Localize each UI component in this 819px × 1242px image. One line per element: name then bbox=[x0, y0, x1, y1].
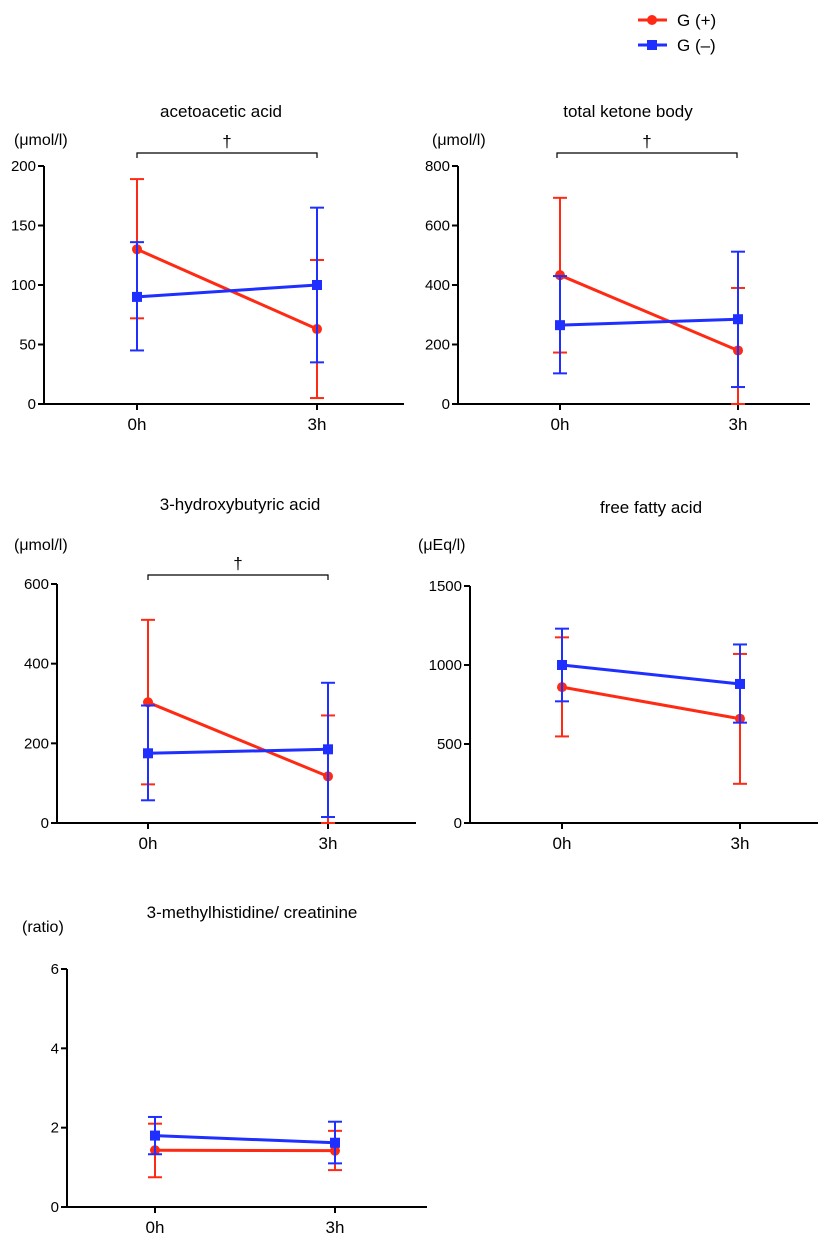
series-g-plus bbox=[553, 196, 745, 405]
x-tick-label: 0h bbox=[139, 834, 158, 853]
x-tick-label: 3h bbox=[308, 415, 327, 434]
chart-title: 3-methylhistidine/ creatinine bbox=[147, 903, 358, 922]
series-g-plus bbox=[141, 618, 335, 824]
y-tick-label: 0 bbox=[28, 396, 36, 413]
data-point-square bbox=[132, 291, 142, 302]
y-tick-label: 4 bbox=[51, 1040, 59, 1057]
series-line bbox=[147, 700, 329, 778]
y-tick-label: 600 bbox=[24, 576, 49, 593]
y-tick-label: 400 bbox=[24, 656, 49, 673]
series-line bbox=[559, 273, 739, 352]
y-tick-label: 0 bbox=[41, 815, 49, 832]
data-point-square bbox=[150, 1130, 160, 1141]
series-line bbox=[561, 685, 741, 721]
series-g-minus bbox=[148, 1115, 342, 1165]
x-tick-label: 0h bbox=[128, 415, 147, 434]
chart-panel-4: free fatty acid (μEq/l) 0 500 1000 1500 0h 3h bbox=[418, 498, 818, 853]
x-tick-label: 3h bbox=[729, 415, 748, 434]
significance-bracket bbox=[147, 574, 329, 580]
x-tick-label: 3h bbox=[319, 834, 338, 853]
series-line bbox=[136, 247, 318, 331]
x-tick-label: 0h bbox=[146, 1218, 165, 1237]
chart-panel-2: total ketone body (μmol/l) 0 200 400 600 800 0h… bbox=[425, 102, 810, 434]
y-unit-label: (μmol/l) bbox=[14, 132, 68, 149]
significance-bracket bbox=[556, 152, 738, 158]
x-tick-label: 0h bbox=[553, 834, 572, 853]
y-unit-label: (μEq/l) bbox=[418, 537, 465, 554]
series-line bbox=[154, 1134, 336, 1145]
significance-bracket bbox=[136, 152, 318, 158]
data-point-square bbox=[323, 744, 333, 755]
y-tick-label: 0 bbox=[442, 396, 450, 413]
y-tick-label: 200 bbox=[24, 735, 49, 752]
x-tick-label: 3h bbox=[326, 1218, 345, 1237]
chart-title: acetoacetic acid bbox=[160, 102, 282, 121]
legend-label: G (–) bbox=[677, 36, 716, 55]
series-g-minus bbox=[553, 250, 745, 389]
data-point-square bbox=[555, 320, 565, 331]
y-tick-label: 1500 bbox=[429, 578, 462, 595]
significance-mark: † bbox=[222, 132, 231, 151]
legend-entry-g-minus: G (–) bbox=[638, 36, 716, 55]
legend: G (+) G (–) bbox=[638, 11, 716, 55]
data-point-square bbox=[557, 660, 567, 670]
y-unit-label: (ratio) bbox=[22, 919, 64, 936]
y-tick-label: 100 bbox=[11, 277, 36, 294]
series-g-plus bbox=[130, 178, 324, 400]
series-g-plus bbox=[555, 636, 747, 785]
series-g-minus bbox=[141, 681, 335, 819]
y-tick-label: 0 bbox=[454, 815, 462, 832]
chart-panel-5: 3-methylhistidine/ creatinine (ratio) 0 2 4 6… bbox=[22, 903, 427, 1237]
data-point-square bbox=[735, 678, 745, 689]
series-g-minus bbox=[130, 206, 324, 364]
y-tick-label: 500 bbox=[437, 736, 462, 753]
legend-entry-g-plus: G (+) bbox=[638, 11, 716, 30]
significance-mark: † bbox=[233, 554, 242, 573]
data-point-square bbox=[733, 314, 743, 325]
y-tick-label: 1000 bbox=[429, 657, 462, 674]
x-tick-label: 3h bbox=[731, 834, 750, 853]
chart-panel-3: 3-hydroxybutyric acid (μmol/l) 0 200 400 600 0… bbox=[14, 495, 416, 853]
data-point-square bbox=[330, 1137, 340, 1148]
chart-title: free fatty acid bbox=[600, 498, 702, 517]
chart-panel-1: acetoacetic acid (μmol/l) 0 50 100 150 200 0h 3h… bbox=[11, 102, 404, 434]
y-tick-label: 800 bbox=[425, 158, 450, 175]
significance-mark: † bbox=[642, 132, 651, 151]
series-g-minus bbox=[555, 627, 747, 724]
y-tick-label: 6 bbox=[51, 961, 59, 978]
series-g-plus bbox=[148, 1122, 342, 1179]
y-tick-label: 150 bbox=[11, 218, 36, 235]
chart-title: 3-hydroxybutyric acid bbox=[160, 495, 321, 514]
y-tick-label: 50 bbox=[19, 337, 36, 354]
y-tick-label: 400 bbox=[425, 277, 450, 294]
x-tick-label: 0h bbox=[551, 415, 570, 434]
y-tick-label: 0 bbox=[51, 1199, 59, 1216]
series-line bbox=[561, 663, 741, 686]
y-tick-label: 600 bbox=[425, 218, 450, 235]
y-tick-label: 200 bbox=[11, 158, 36, 175]
y-unit-label: (μmol/l) bbox=[432, 132, 486, 149]
y-tick-label: 2 bbox=[51, 1120, 59, 1137]
data-point-square bbox=[312, 280, 322, 290]
data-point-square bbox=[143, 748, 153, 759]
legend-circle-icon bbox=[647, 15, 657, 25]
legend-label: G (+) bbox=[677, 11, 716, 30]
series-line bbox=[147, 747, 329, 755]
chart-title: total ketone body bbox=[563, 102, 693, 121]
series-line bbox=[136, 283, 318, 299]
series-line bbox=[559, 317, 739, 327]
y-unit-label: (μmol/l) bbox=[14, 537, 68, 554]
legend-square-icon bbox=[647, 40, 657, 50]
y-tick-label: 200 bbox=[425, 337, 450, 354]
